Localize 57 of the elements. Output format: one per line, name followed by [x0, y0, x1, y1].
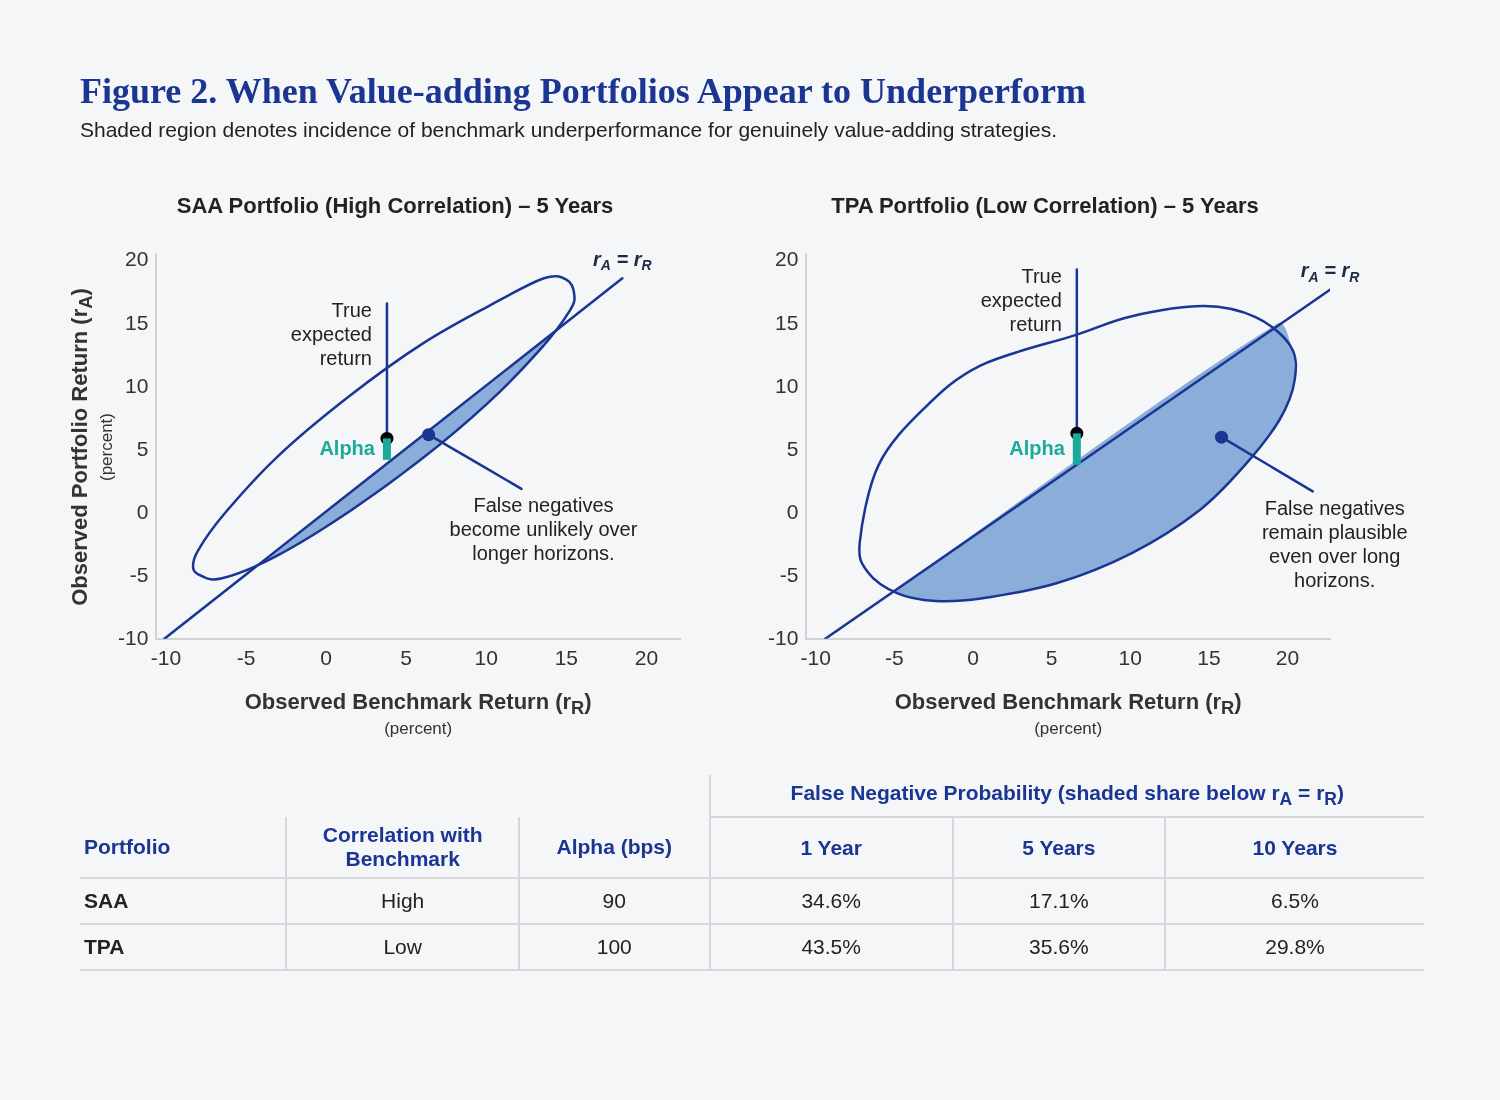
y-tick-label: 10 [774, 373, 799, 397]
y-tick-label: 5 [786, 436, 799, 460]
text: 100 [596, 935, 632, 959]
category-label: Alpha (bps) [518, 817, 710, 879]
y-tick-label: 15 [124, 310, 149, 334]
annotation: True expected return [290, 299, 372, 370]
x-tick-label: 0 [320, 646, 332, 670]
x-tick-label: 15 [554, 646, 578, 670]
chart-title: SAA Portfolio (High Correlation) – 5 Years [176, 193, 614, 219]
annotation: Alpha [1009, 437, 1066, 460]
category-label: Correlation with Benchmark [286, 817, 519, 879]
x-tick-label: 10 [474, 646, 498, 670]
text: 34.6% [801, 889, 861, 913]
text: 43.5% [801, 935, 861, 959]
annotation: False negatives become unlikely over longer horizons. [449, 494, 638, 565]
text: 90 [602, 889, 626, 913]
y-tick-label: 15 [774, 310, 799, 334]
text: Shaded region denotes incidence of benchmark underperformance for genuinely value-adding strategies. [80, 118, 1059, 142]
annotation: True expected return [980, 265, 1062, 336]
y-tick-label: 0 [786, 499, 799, 523]
category-label: TPA [84, 935, 125, 959]
text: Figure 2. When Value-adding Portfolios Appear to Underperform [80, 70, 1087, 112]
chart-title: TPA Portfolio (Low Correlation) – 5 Years [831, 193, 1259, 219]
y-tick-label: 20 [774, 247, 799, 271]
x-tick-label: 20 [634, 646, 659, 670]
category-label: 10 Years [1164, 817, 1424, 879]
text: 29.8% [1265, 935, 1325, 959]
annotation: Alpha [319, 437, 376, 460]
x-tick-label: 10 [1118, 646, 1142, 670]
text: Low [383, 935, 422, 959]
x-tick-label: -5 [236, 646, 256, 670]
y-tick-label: -5 [129, 562, 149, 586]
y-tick-label: -10 [767, 625, 799, 649]
y-tick-label: -5 [779, 562, 799, 586]
y-tick-label: 20 [124, 247, 149, 271]
y-tick-label: 0 [136, 499, 149, 523]
x-tick-label: 5 [1045, 646, 1058, 670]
text: 6.5% [1271, 889, 1319, 913]
annotation: False negatives remain plausible even over long horizons. [1261, 496, 1408, 591]
text: False Negative Probability (shaded share below r$_{A}$ = r$_{R}$) [709, 775, 1424, 818]
y-tick-label: 5 [136, 436, 149, 460]
text: 17.1% [1029, 889, 1089, 913]
text: High [381, 889, 425, 913]
text: 35.6% [1029, 935, 1089, 959]
category-label: Portfolio [83, 834, 172, 861]
text: Observed Benchmark Return (r$_{R}$) (percent) [894, 688, 1242, 739]
y-tick-label: 10 [124, 373, 149, 397]
category-label: 1 Year [709, 817, 953, 879]
x-tick-label: 15 [1197, 646, 1221, 670]
x-tick-label: -5 [885, 646, 904, 670]
y-tick-label: -10 [117, 625, 149, 649]
x-tick-label: 5 [400, 646, 413, 670]
category-label: 5 Years [952, 817, 1165, 879]
category-label: SAA [84, 889, 129, 913]
x-tick-label: 20 [1275, 646, 1300, 670]
text: Observed Benchmark Return (r$_{R}$) (percent) [244, 688, 592, 739]
x-tick-label: 0 [967, 646, 979, 670]
